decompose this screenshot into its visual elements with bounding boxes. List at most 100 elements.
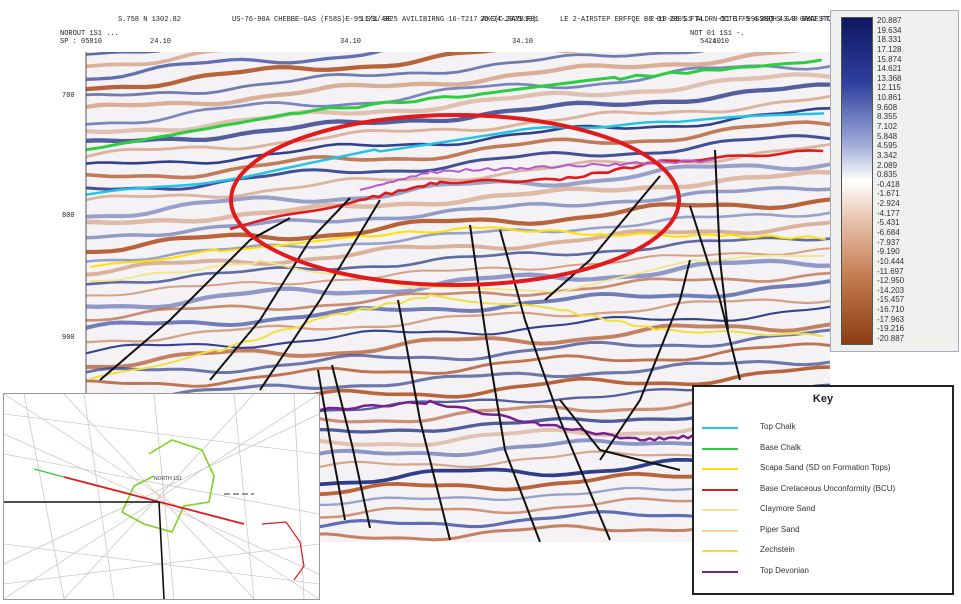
reflector-5 (86, 52, 580, 92)
fault-1 (209, 197, 351, 381)
legend-swatch (702, 447, 738, 450)
reflector-1 (86, 0, 830, 40)
horizon-purple-upper (359, 157, 717, 191)
header-sub-label-1: SP : 05810 (60, 38, 103, 46)
legend-item: Top Chalk (702, 422, 952, 434)
legend-swatch (702, 509, 738, 511)
basemap-grid-line (293, 393, 305, 600)
colorbar-label: 7.102 (877, 122, 898, 131)
header-sub-label-5: 24.10 (708, 38, 730, 46)
legend-item: Top Devonian (702, 566, 952, 578)
header-label-0: S.758 N 1302.82 (118, 16, 182, 24)
colorbar-label: -15.457 (877, 295, 905, 305)
colorbar-label: 8.355 (877, 112, 898, 122)
basemap-section-line (63, 476, 245, 525)
basemap-label: NORTH 1S1 (154, 476, 182, 482)
legend-item: Base Cretaceous Unconformity (BCU) (702, 484, 952, 496)
legend-item: Scapa Sand (SD on Formation Tops) (702, 463, 952, 475)
header-sub-label-4: 34.10 (512, 38, 534, 46)
reflector-29 (86, 322, 830, 369)
fault-8 (544, 175, 661, 301)
reflector-8 (86, 64, 830, 126)
header-label-4: LE 2-AIRSTEP ERFFQE B8 01 2005 FT4 (560, 16, 703, 24)
basemap-outline-green (120, 439, 215, 533)
colorbar-label: -6.684 (877, 228, 900, 237)
basemap-grid-lines (3, 393, 320, 600)
reflector-11 (86, 94, 830, 159)
horizon-top-devonian (319, 399, 698, 442)
basemap-grid-line (3, 433, 320, 575)
basemap-grid-line (63, 393, 255, 600)
fault-0 (99, 217, 291, 381)
header-sub-label-0: NOROUT 1S1 ... (60, 30, 119, 38)
fault-2 (259, 199, 381, 391)
reflector-17 (86, 169, 830, 226)
header-label-1: US-76-90A CHEBBE-GAS (F58S)E-95 SSL 0E (232, 16, 392, 24)
colorbar-label: -11.697 (877, 266, 904, 276)
colorbar-label: 12.115 (877, 83, 901, 93)
horizon-base-chalk (86, 58, 822, 152)
reflector-25 (86, 271, 830, 322)
header-sub-label-2: 24.10 (150, 38, 172, 46)
header-label-5: 2-18-05 S1 ALDRN-S1 1F-99SS (650, 16, 764, 24)
colorbar (841, 17, 873, 345)
colorbar-label: -0.418 (877, 179, 900, 189)
colorbar-label: -2.924 (877, 199, 900, 209)
fault-4 (331, 364, 371, 529)
basemap-grid-line (3, 413, 320, 565)
colorbar-label: 5.848 (877, 131, 898, 141)
reflector-28 (86, 305, 830, 355)
header-sub-label-6: NOT 01 1S1 -. (690, 30, 745, 38)
reflector-30 (86, 328, 830, 374)
fault-3 (317, 369, 346, 521)
basemap-inset: NORTH 1S1 (3, 393, 320, 600)
colorbar-label: 3.342 (877, 150, 898, 160)
reflector-24 (86, 258, 830, 310)
reflector-18 (86, 185, 830, 240)
fault-sticks (99, 149, 741, 542)
legend-item: Piper Sand (702, 525, 952, 537)
legend-label: Base Cretaceous Unconformity (BCU) (760, 483, 896, 493)
header-label-6: OCTE 75 4 40T 43.3 0AM2 FTALE (720, 16, 842, 24)
legend-label: Top Chalk (760, 422, 796, 431)
basemap-grid-line (3, 453, 320, 515)
legend-item: Claymore Sand (702, 504, 952, 516)
horizon-claymore-sand (90, 254, 825, 294)
reflector-4 (86, 52, 383, 81)
colorbar-label: 14.621 (877, 64, 902, 74)
colorbar-label: -7.937 (877, 237, 900, 247)
basemap-grid-line (23, 393, 65, 600)
legend-swatch (702, 529, 738, 532)
colorbar-label: -12.950 (877, 276, 905, 286)
legend-label: Base Chalk (760, 442, 801, 452)
reflector-7 (86, 52, 801, 110)
reflector-22 (86, 236, 830, 286)
reflector-12 (86, 107, 830, 165)
legend-swatch (702, 468, 738, 470)
reflector-6 (86, 52, 705, 97)
legend-item: Base Chalk (702, 443, 952, 455)
basemap-grid-line (3, 413, 320, 455)
fault-6 (469, 224, 541, 542)
reflector-2 (86, 52, 162, 56)
legend-label: Claymore Sand (760, 504, 816, 513)
colorbar-label: -1.671 (877, 189, 900, 199)
header-sub-label-3: 34.10 (340, 38, 362, 46)
reflector-0 (86, 0, 830, 34)
horizon-top-chalk (86, 112, 825, 197)
header-label-2: 11/1/4025 AVILIBIRNG 16-T217 AXE(C.3A7B1… (360, 16, 537, 24)
colorbar-label: 0.835 (877, 170, 898, 180)
basemap-grid-line (83, 393, 115, 600)
colorbar-label: 9.608 (877, 102, 898, 112)
reflector-10 (86, 82, 830, 144)
reflector-14 (86, 134, 830, 191)
colorbar-panel: 20.887 19.634 18.331 17.128 15.874 14.621 13.3… (830, 10, 959, 352)
colorbar-label: 2.089 (877, 160, 898, 170)
legend-label: Top Devonian (760, 565, 809, 575)
legend-key: Key Top Chalk Base Chalk Scapa Sand (SD on… (692, 385, 954, 595)
reflector-9 (86, 72, 830, 135)
colorbar-label: -17.963 (877, 314, 905, 324)
fault-10 (689, 205, 741, 381)
colorbar-label: -5.431 (877, 218, 900, 228)
